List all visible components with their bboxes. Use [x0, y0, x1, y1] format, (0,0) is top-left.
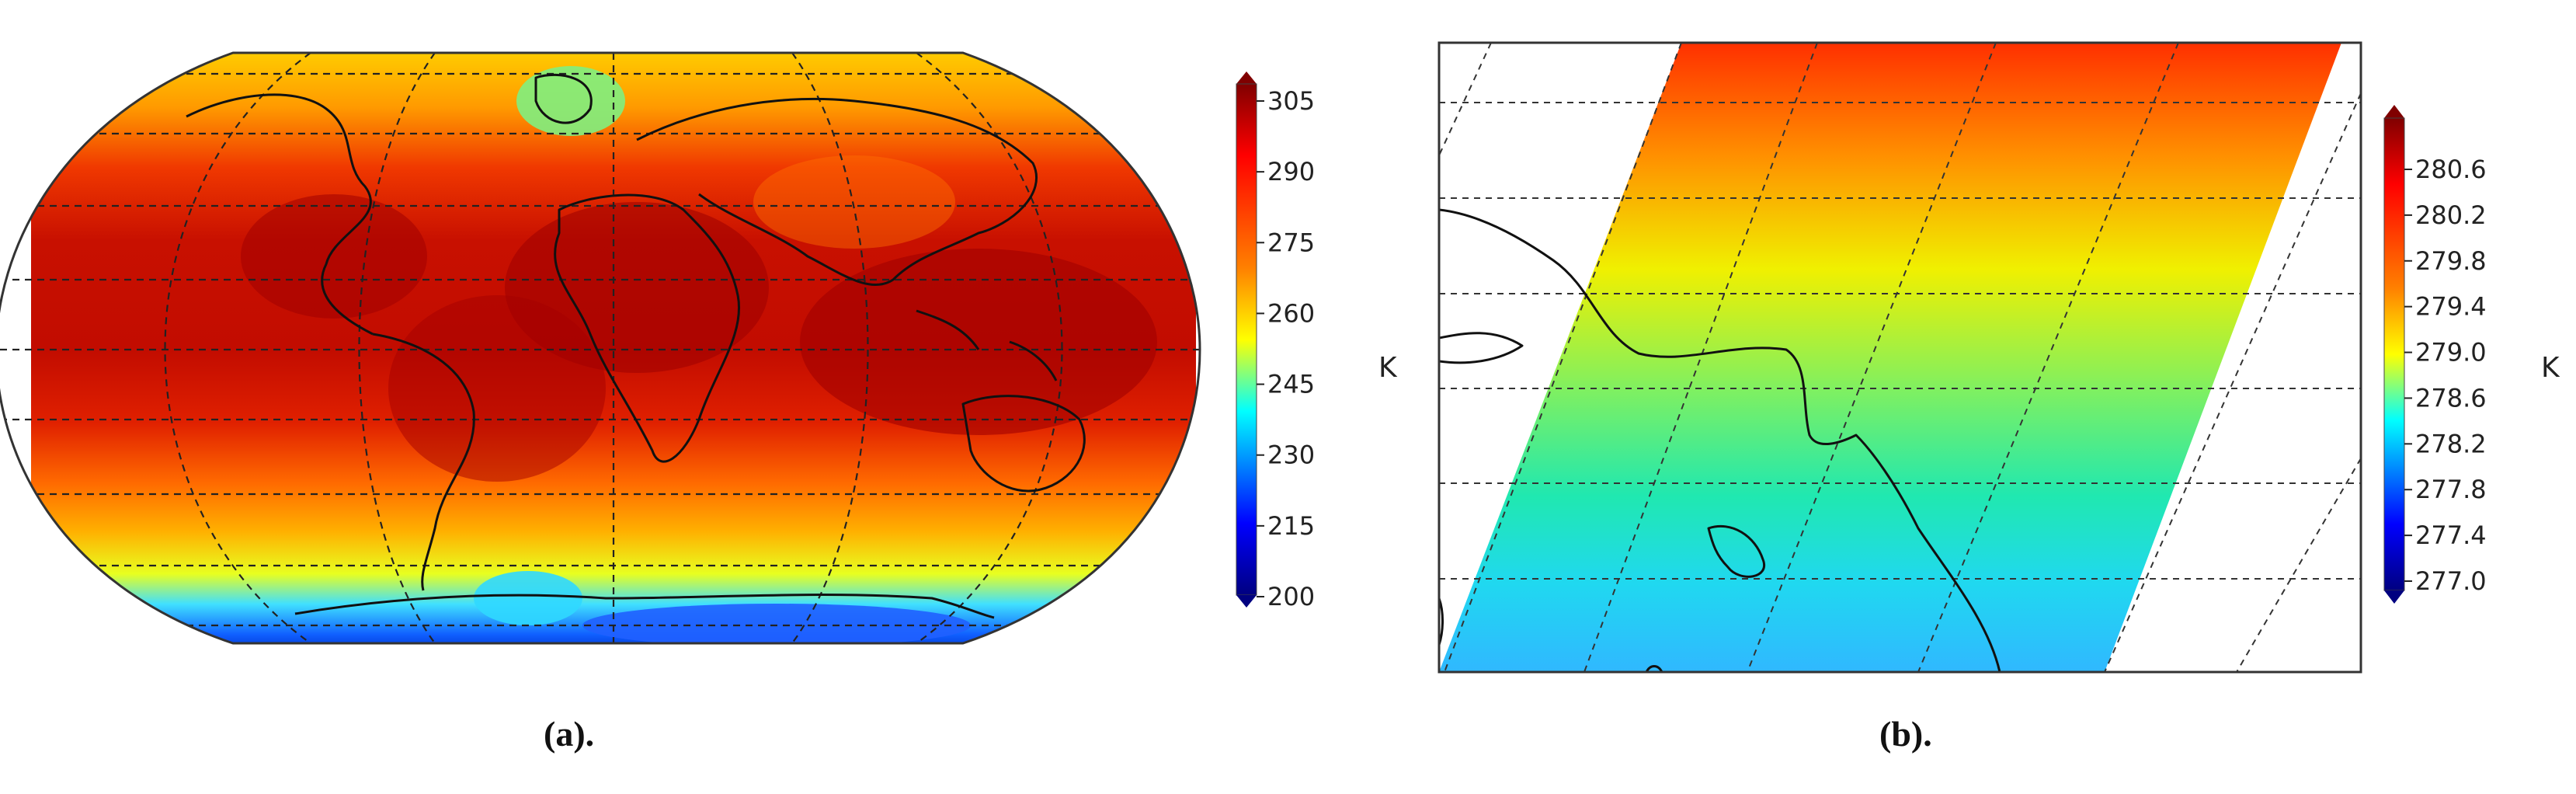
- caption-a: (a).: [544, 714, 595, 754]
- colorbar-tick-label: 279.8: [2415, 246, 2487, 276]
- colorbar-tick-label: 200: [1267, 582, 1315, 611]
- colorbar-tick-label: 280.6: [2415, 155, 2487, 184]
- world-map: [0, 51, 1201, 645]
- colorbar-a: 305 290 275 260 245 230 215 200 K: [1236, 71, 1398, 611]
- colorbar-tick-label: 280.2: [2415, 200, 2487, 230]
- colorbar-tick-label: 278.6: [2415, 383, 2487, 413]
- colorbar-tick-label: 279.4: [2415, 292, 2487, 322]
- caption-b: (b).: [1879, 714, 1932, 754]
- swath-map: [1437, 41, 2362, 674]
- colorbar-b-unit: K: [2541, 352, 2560, 384]
- colorbar-tick-label: 278.2: [2415, 429, 2487, 458]
- colorbar-tick-label: 215: [1267, 511, 1315, 541]
- panel-a: 305 290 275 260 245 230 215 200 K: [0, 51, 1398, 645]
- colorbar-tick-label: 277.8: [2415, 475, 2487, 504]
- colorbar-tick-label: 277.4: [2415, 521, 2487, 550]
- colorbar-tick-label: 277.0: [2415, 566, 2487, 596]
- colorbar-tick-label: 245: [1267, 370, 1315, 399]
- colorbar-tick-label: 290: [1267, 157, 1315, 186]
- panel-b: 280.6 280.2 279.8 279.4 279.0 278.6 278.2 277.8…: [1437, 41, 2560, 674]
- colorbar-a-unit: K: [1378, 352, 1398, 384]
- colorbar-tick-label: 260: [1267, 298, 1315, 328]
- colorbar-tick-label: 279.0: [2415, 338, 2487, 367]
- colorbar-tick-label: 230: [1267, 441, 1315, 470]
- colorbar-tick-label: 275: [1267, 228, 1315, 257]
- colorbar-b: 280.6 280.2 279.8 279.4 279.0 278.6 278.2 277.8…: [2383, 105, 2560, 604]
- colorbar-tick-label: 305: [1267, 86, 1315, 116]
